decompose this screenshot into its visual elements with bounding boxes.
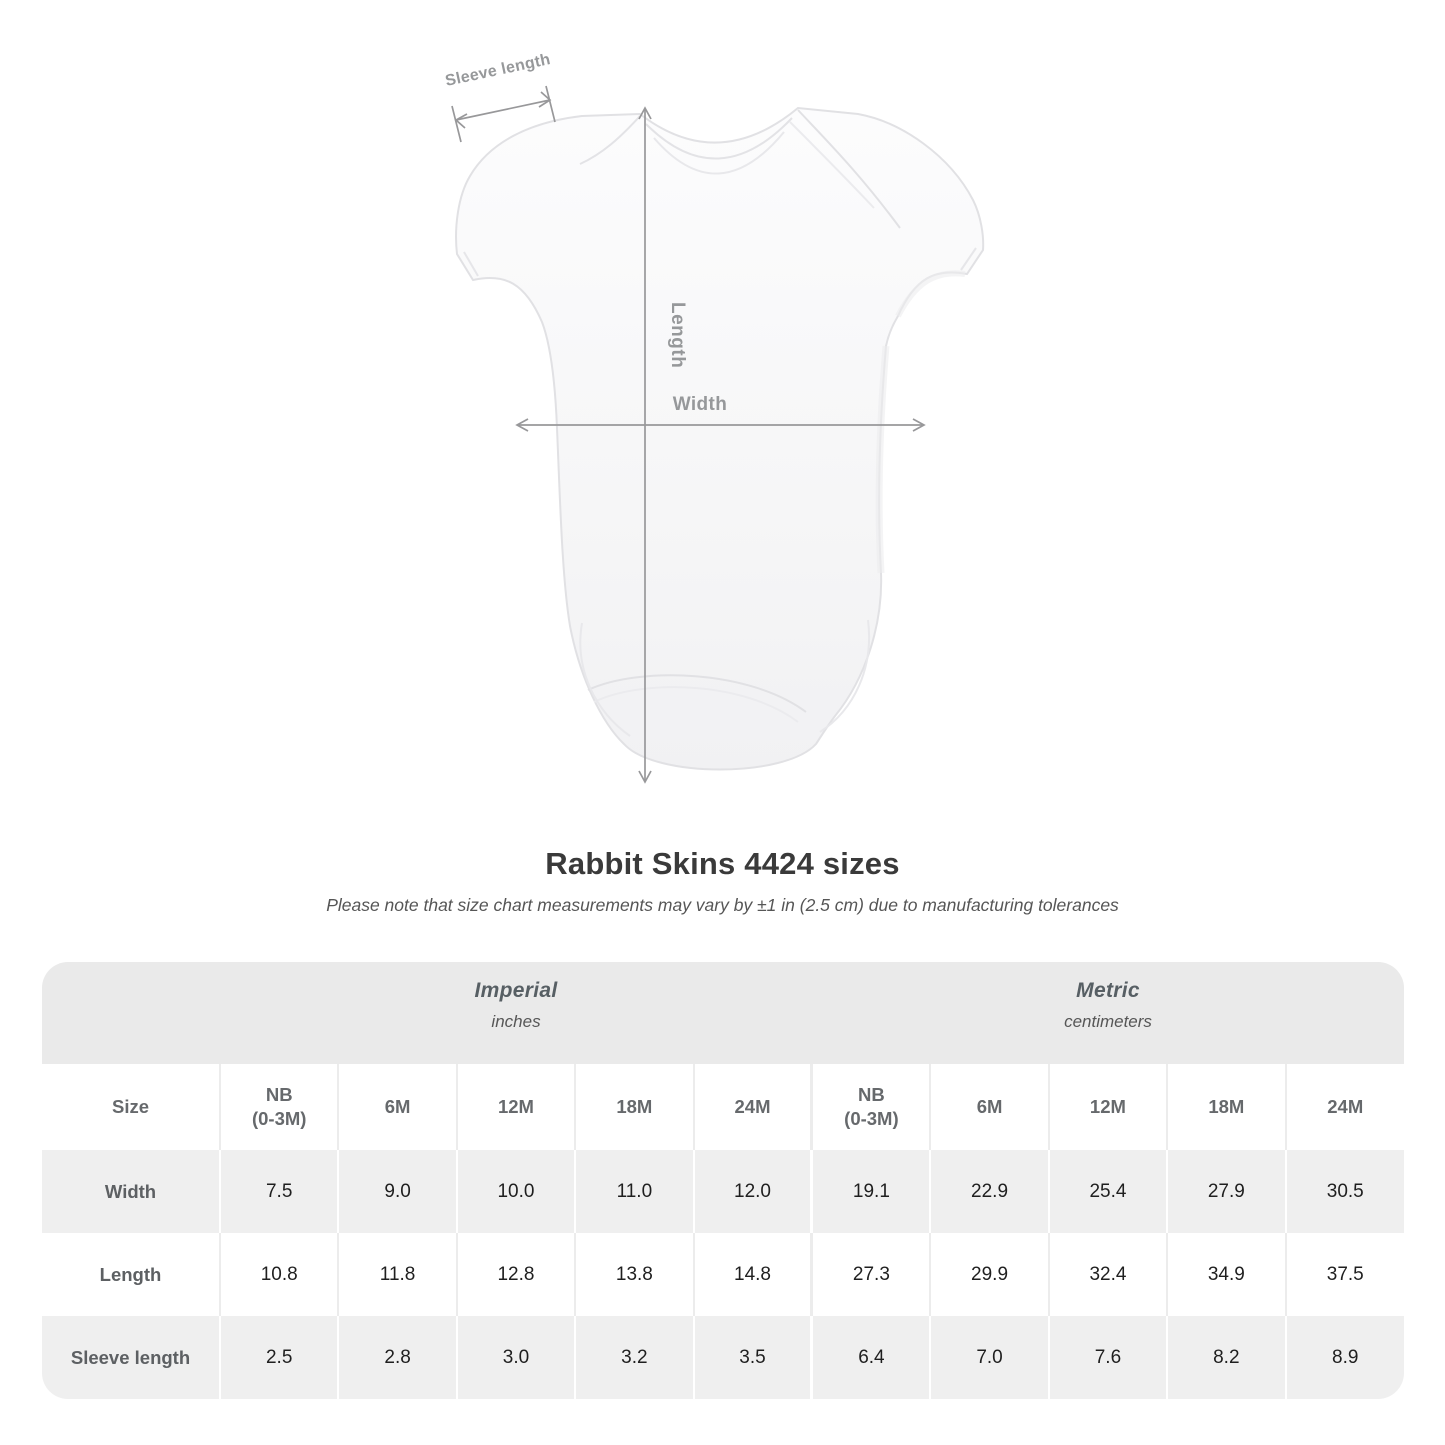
column-header-18m-metric: 18M (1166, 1064, 1286, 1150)
column-header-6m-imperial: 6M (337, 1064, 457, 1150)
dimension-arrows (451, 85, 926, 784)
right-sleeve-hem (960, 247, 977, 271)
neckband-inner-seam (653, 131, 785, 175)
sleeve-shading (895, 270, 966, 318)
metric-unit-label: centimeters (1064, 1012, 1152, 1031)
bodysuit-illustration (451, 85, 985, 784)
bodysuit-outline (455, 106, 985, 771)
sleeve-witness-left (451, 105, 462, 143)
cell-width-nb-metric: 19.1 (810, 1150, 931, 1233)
right-shoulder-flap-seam (797, 109, 901, 229)
column-header-nb-imperial: NB (0-3M) (218, 1064, 339, 1150)
cell-length-12m-metric: 32.4 (1047, 1233, 1168, 1316)
size-table: Imperial inches Metric centimeters Size … (42, 962, 1404, 1399)
cell-sleeve-length-6m-imperial: 2.8 (337, 1316, 457, 1399)
cell-width-24m-metric: 30.5 (1284, 1150, 1404, 1233)
cell-length-24m-imperial: 14.8 (692, 1233, 812, 1316)
row-label-width: Width (42, 1150, 220, 1233)
unit-band-spacer (42, 962, 220, 1064)
unit-header-band: Imperial inches Metric centimeters (42, 962, 1404, 1064)
cell-sleeve-length-12m-imperial: 3.0 (455, 1316, 576, 1399)
cell-length-24m-metric: 37.5 (1284, 1233, 1404, 1316)
cell-length-6m-metric: 29.9 (929, 1233, 1049, 1316)
sleeve-witness-right (545, 85, 556, 123)
cell-length-nb-metric: 27.3 (810, 1233, 931, 1316)
cell-length-18m-imperial: 13.8 (574, 1233, 694, 1316)
length-arrowhead-bottom (638, 770, 652, 784)
left-shoulder-flap-seam (579, 115, 641, 165)
page-title: Rabbit Skins 4424 sizes (545, 846, 900, 881)
width-annotation: Width (672, 394, 728, 415)
column-header-24m-imperial: 24M (692, 1064, 812, 1150)
table-row-width: Width 7.5 9.0 10.0 11.0 12.0 19.1 22.9 25.4 27.9 3… (42, 1150, 1404, 1233)
cell-length-12m-imperial: 12.8 (455, 1233, 576, 1316)
size-table-grid: Size NB (0-3M) 6M 12M 18M 24M NB (0-3M) 6M 12M 1… (42, 1064, 1404, 1399)
cell-width-6m-metric: 22.9 (929, 1150, 1049, 1233)
metric-group-header: Metric centimeters (812, 962, 1404, 1064)
length-arrowhead-top (638, 106, 652, 120)
cell-sleeve-length-18m-imperial: 3.2 (574, 1316, 694, 1399)
cell-length-6m-imperial: 11.8 (337, 1233, 457, 1316)
column-header-18m-imperial: 18M (574, 1064, 694, 1150)
cell-width-6m-imperial: 9.0 (337, 1150, 457, 1233)
cell-length-nb-imperial: 10.8 (218, 1233, 339, 1316)
width-arrowhead-left (515, 418, 529, 432)
cell-width-18m-metric: 27.9 (1166, 1150, 1286, 1233)
cell-width-12m-imperial: 10.0 (455, 1150, 576, 1233)
imperial-group-header: Imperial inches (220, 962, 812, 1064)
table-body: Width 7.5 9.0 10.0 11.0 12.0 19.1 22.9 25.4 27.9 3… (42, 1150, 1404, 1399)
body-shading (875, 345, 890, 574)
column-header-12m-metric: 12M (1047, 1064, 1168, 1150)
imperial-unit-label: inches (491, 1012, 541, 1031)
column-header-nb-metric: NB (0-3M) (810, 1064, 931, 1150)
cell-width-12m-metric: 25.4 (1047, 1150, 1168, 1233)
cell-length-18m-metric: 34.9 (1166, 1233, 1286, 1316)
column-header-row: Size NB (0-3M) 6M 12M 18M 24M NB (0-3M) 6M 12M 1… (42, 1064, 1404, 1150)
cell-sleeve-length-12m-metric: 7.6 (1047, 1316, 1168, 1399)
product-figure: Sleeve length Length Width (444, 51, 985, 784)
table-row-sleeve-length: Sleeve length 2.5 2.8 3.0 3.2 3.5 6.4 7.0 7.6 8.2… (42, 1316, 1404, 1399)
cell-sleeve-length-18m-metric: 8.2 (1166, 1316, 1286, 1399)
crotch-flap-seam (587, 674, 807, 713)
imperial-label: Imperial (474, 979, 558, 1002)
cell-sleeve-length-24m-imperial: 3.5 (692, 1316, 812, 1399)
cell-width-18m-imperial: 11.0 (574, 1150, 694, 1233)
right-shoulder-flap-inner (789, 121, 875, 209)
column-header-24m-metric: 24M (1284, 1064, 1404, 1150)
left-leg-binding (579, 622, 631, 737)
crotch-flap-inner-seam (593, 686, 799, 723)
row-label-length: Length (42, 1233, 220, 1316)
row-label-sleeve-length: Sleeve length (42, 1316, 220, 1399)
cell-sleeve-length-nb-metric: 6.4 (810, 1316, 931, 1399)
cell-sleeve-length-24m-metric: 8.9 (1284, 1316, 1404, 1399)
column-header-12m-imperial: 12M (455, 1064, 576, 1150)
right-leg-binding (819, 619, 870, 733)
table-row-length: Length 10.8 11.8 12.8 13.8 14.8 27.3 29.9 32.4 34… (42, 1233, 1404, 1316)
sleeve-arrow-line (455, 99, 551, 121)
cell-width-nb-imperial: 7.5 (218, 1150, 339, 1233)
metric-label: Metric (1076, 979, 1140, 1002)
cell-sleeve-length-6m-metric: 7.0 (929, 1316, 1049, 1399)
column-header-6m-metric: 6M (929, 1064, 1049, 1150)
left-sleeve-hem (463, 251, 479, 277)
width-arrowhead-right (912, 418, 926, 432)
cell-sleeve-length-nb-imperial: 2.5 (218, 1316, 339, 1399)
tolerance-note: Please note that size chart measurements… (326, 895, 1119, 915)
neckband-seam (645, 117, 793, 160)
cell-width-24m-imperial: 12.0 (692, 1150, 812, 1233)
size-header-cell: Size (42, 1064, 220, 1150)
